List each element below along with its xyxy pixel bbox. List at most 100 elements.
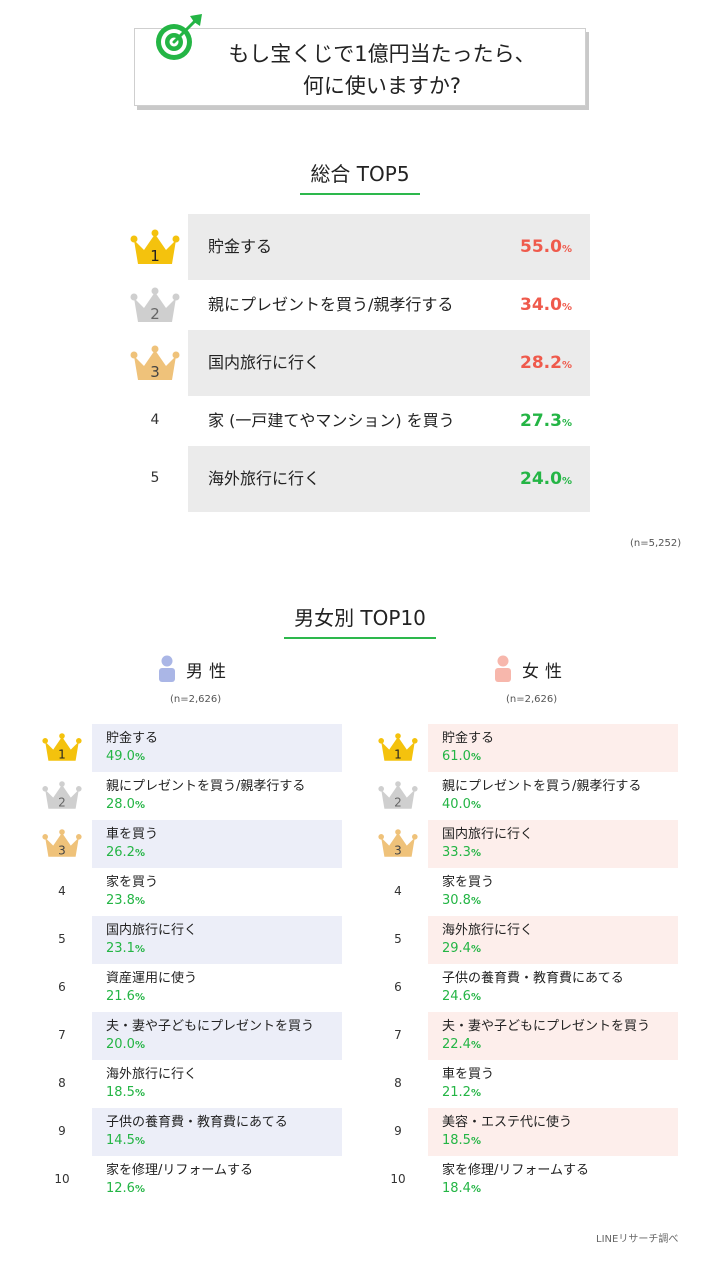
- svg-text:3: 3: [58, 843, 66, 857]
- gender-row: 10 家を修理/リフォームする 18.4%: [378, 1156, 678, 1204]
- item-value: 33.3%: [442, 845, 481, 860]
- item-value: 49.0%: [106, 749, 145, 764]
- rank-number: 5: [58, 932, 66, 946]
- gold-crown-icon: 1: [128, 214, 182, 280]
- overall-sample-note: (n=5,252): [630, 538, 682, 549]
- gender-row: 3 車を買う 26.2%: [42, 820, 342, 868]
- item-label: 家を買う: [442, 875, 495, 890]
- rank-number: 6: [58, 980, 66, 994]
- item-label: 国内旅行に行く: [208, 353, 321, 372]
- item-label: 貯金する: [208, 237, 273, 256]
- rank-number: 8: [58, 1076, 66, 1090]
- item-label: 親にプレゼントを買う/親孝行する: [442, 779, 642, 794]
- target-icon: [156, 14, 202, 60]
- item-value: 20.0%: [106, 1037, 145, 1052]
- item-label: 貯金する: [106, 731, 159, 746]
- item-value: 28.2%: [520, 353, 572, 373]
- gender-row: 5 海外旅行に行く 29.4%: [378, 916, 678, 964]
- svg-text:1: 1: [394, 747, 402, 761]
- rank-number: 7: [58, 1028, 66, 1042]
- item-label: 夫・妻や子どもにプレゼントを買う: [106, 1019, 315, 1034]
- gender-row: 2 親にプレゼントを買う/親孝行する 40.0%: [378, 772, 678, 820]
- title-card: [134, 28, 586, 106]
- overall-row: 5 海外旅行に行く 24.0%: [128, 446, 590, 512]
- title-line-1: もし宝くじで1億円当たったら、: [228, 42, 536, 66]
- rank-label: 10: [378, 1156, 418, 1204]
- item-label: 美容・エステ代に使う: [442, 1115, 573, 1130]
- svg-text:1: 1: [58, 747, 66, 761]
- gender-row: 1 貯金する 61.0%: [378, 724, 678, 772]
- rank-label: 6: [378, 964, 418, 1012]
- male-person-icon: [159, 655, 175, 682]
- rank-number: 4: [58, 884, 66, 898]
- item-value: 29.4%: [442, 941, 481, 956]
- item-label: 車を買う: [106, 827, 159, 842]
- overall-row: 4 家 (一戸建てやマンション) を買う 27.3%: [128, 388, 590, 454]
- item-label: 家を修理/リフォームする: [106, 1163, 253, 1178]
- rank-number: 5: [394, 932, 402, 946]
- item-label: 資産運用に使う: [106, 971, 198, 986]
- item-value: 23.8%: [106, 893, 145, 908]
- gender-row: 4 家を買う 30.8%: [378, 868, 678, 916]
- item-label: 親にプレゼントを買う/親孝行する: [208, 295, 454, 314]
- row-background: [428, 1012, 678, 1060]
- item-value: 55.0%: [520, 237, 572, 257]
- rank-number: 8: [394, 1076, 402, 1090]
- item-label: 海外旅行に行く: [208, 469, 321, 488]
- item-label: 親にプレゼントを買う/親孝行する: [106, 779, 306, 794]
- gender-row: 10 家を修理/リフォームする 12.6%: [42, 1156, 342, 1204]
- bronze-crown-icon: 3: [128, 330, 182, 396]
- silver-crown-icon: 2: [128, 272, 182, 338]
- item-value: 21.6%: [106, 989, 145, 1004]
- overall-heading-text: 総合 TOP5: [300, 158, 420, 195]
- item-label: 国内旅行に行く: [106, 923, 198, 938]
- row-background: [188, 330, 590, 396]
- row-background: [428, 1108, 678, 1156]
- row-background: [188, 446, 590, 512]
- gold-crown-icon: 1: [378, 724, 418, 772]
- female-label: 女性: [522, 662, 568, 682]
- item-value: 61.0%: [442, 749, 481, 764]
- rank-label: 10: [42, 1156, 82, 1204]
- gender-row: 5 国内旅行に行く 23.1%: [42, 916, 342, 964]
- rank-label: 9: [42, 1108, 82, 1156]
- rank-number: 10: [54, 1172, 70, 1186]
- item-label: 家 (一戸建てやマンション) を買う: [208, 411, 455, 430]
- item-value: 18.5%: [442, 1133, 481, 1148]
- source-note: LINEリサーチ調べ: [596, 1234, 679, 1245]
- gender-row: 9 子供の養育費・教育費にあてる 14.5%: [42, 1108, 342, 1156]
- rank-label: 8: [378, 1060, 418, 1108]
- rank-label: 7: [42, 1012, 82, 1060]
- gender-row: 8 車を買う 21.2%: [378, 1060, 678, 1108]
- row-background: [428, 724, 678, 772]
- female-sample-note: (n=2,626): [506, 694, 558, 705]
- rank-label: 5: [42, 916, 82, 964]
- gender-row: 6 子供の養育費・教育費にあてる 24.6%: [378, 964, 678, 1012]
- rank-label: 4: [378, 868, 418, 916]
- male-sample-note: (n=2,626): [170, 694, 222, 705]
- page-title: もし宝くじで1億円当たったら、 何に使いますか?: [204, 38, 560, 102]
- row-background: [428, 916, 678, 964]
- rank-label: 4: [42, 868, 82, 916]
- item-label: 車を買う: [442, 1067, 495, 1082]
- row-background: [188, 214, 590, 280]
- gender-row: 7 夫・妻や子どもにプレゼントを買う 20.0%: [42, 1012, 342, 1060]
- item-value: 21.2%: [442, 1085, 481, 1100]
- rank-label: 6: [42, 964, 82, 1012]
- silver-crown-icon: 2: [42, 772, 82, 820]
- bronze-crown-icon: 3: [42, 820, 82, 868]
- gender-row: 2 親にプレゼントを買う/親孝行する 28.0%: [42, 772, 342, 820]
- item-value: 12.6%: [106, 1181, 145, 1196]
- row-background: [92, 916, 342, 964]
- rank-number: 6: [394, 980, 402, 994]
- svg-text:2: 2: [150, 305, 160, 323]
- row-background: [92, 1108, 342, 1156]
- item-label: 国内旅行に行く: [442, 827, 534, 842]
- svg-text:3: 3: [150, 363, 160, 381]
- title-line-2: 何に使いますか?: [302, 74, 462, 98]
- item-value: 34.0%: [520, 295, 572, 315]
- female-person-icon: [495, 655, 511, 682]
- gender-row: 9 美容・エステ代に使う 18.5%: [378, 1108, 678, 1156]
- bronze-crown-icon: 3: [378, 820, 418, 868]
- rank-number: 7: [394, 1028, 402, 1042]
